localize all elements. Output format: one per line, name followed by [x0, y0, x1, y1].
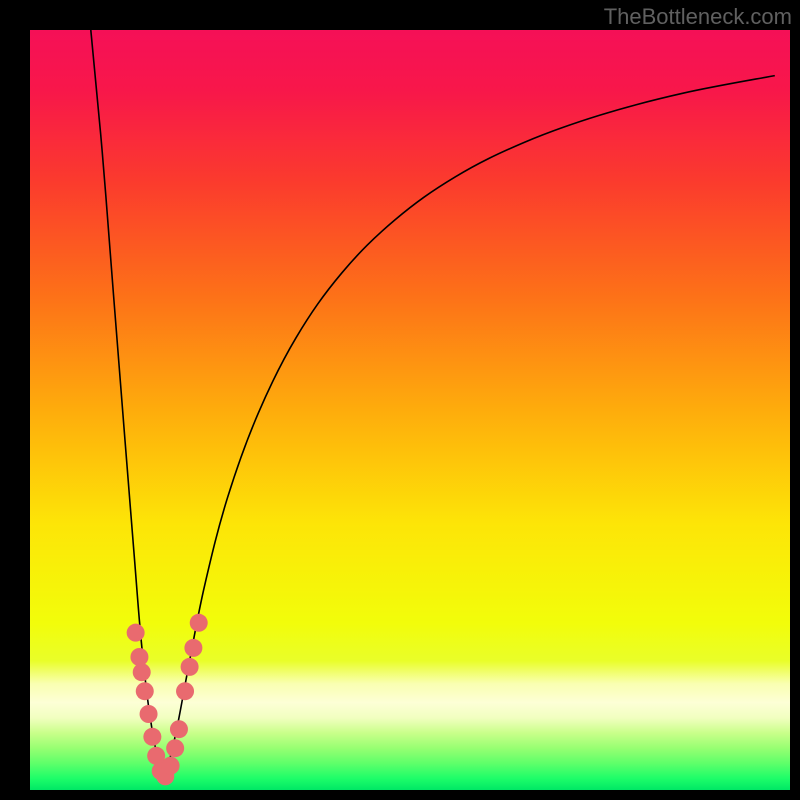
data-marker	[143, 728, 161, 746]
data-marker	[170, 720, 188, 738]
data-marker	[181, 658, 199, 676]
bottleneck-chart	[0, 0, 800, 800]
data-marker	[190, 614, 208, 632]
data-marker	[184, 639, 202, 657]
data-marker	[133, 663, 151, 681]
data-marker	[127, 624, 145, 642]
data-marker	[176, 682, 194, 700]
data-marker	[130, 648, 148, 666]
data-marker	[166, 739, 184, 757]
data-marker	[162, 757, 180, 775]
attribution-text: TheBottleneck.com	[604, 4, 792, 30]
chart-container: TheBottleneck.com	[0, 0, 800, 800]
data-marker	[140, 705, 158, 723]
data-marker	[136, 682, 154, 700]
